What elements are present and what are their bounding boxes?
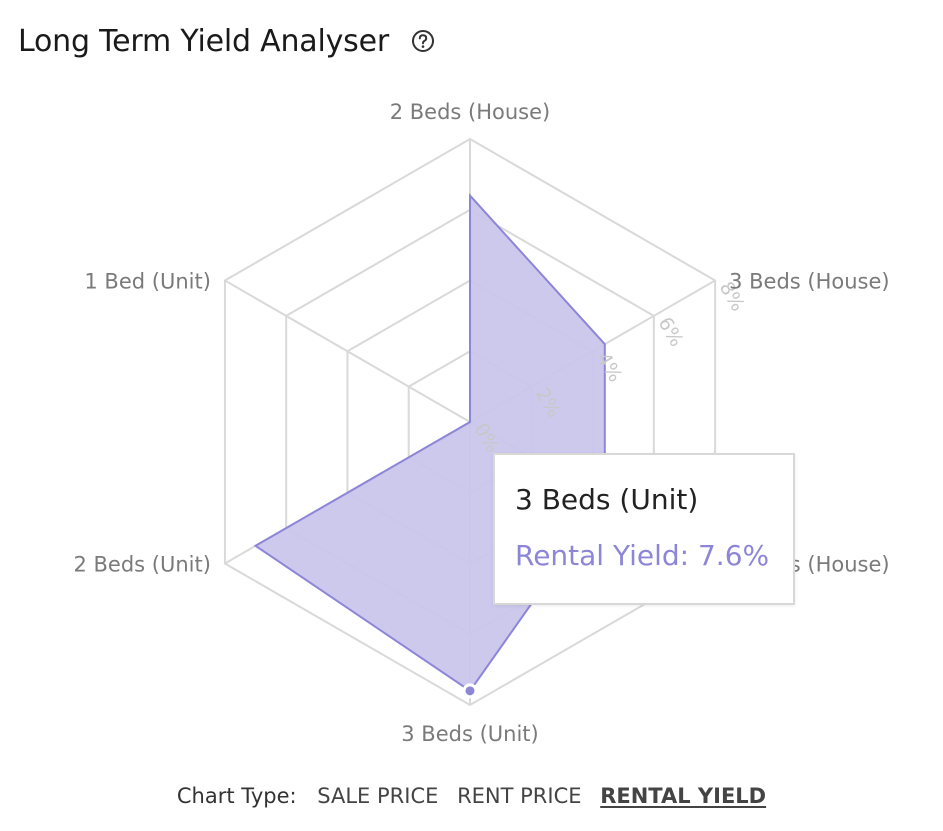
- tick-label: 6%: [653, 313, 687, 350]
- axis-spoke: [224, 279, 471, 423]
- page-title: Long Term Yield Analyser: [18, 23, 389, 59]
- chart-type-label: Chart Type:: [176, 784, 297, 808]
- radar-chart: 0%2%4%6%8% 2 Beds (House)3 Beds (House)4…: [73, 100, 890, 746]
- question-circle-icon[interactable]: [411, 29, 435, 53]
- axis-label: 3 Beds (House): [729, 270, 890, 294]
- chart-type-rental-yield[interactable]: RENTAL YIELD: [600, 784, 767, 808]
- chart-type-rent-price[interactable]: RENT PRICE: [457, 784, 582, 808]
- tooltip-title: 3 Beds (Unit): [515, 483, 699, 516]
- header: Long Term Yield Analyser: [18, 20, 435, 62]
- tooltip-value: Rental Yield: 7.6%: [515, 539, 770, 572]
- axis-label: 1 Bed (Unit): [84, 270, 211, 294]
- chart-tooltip: 3 Beds (Unit) Rental Yield: 7.6%: [493, 453, 795, 605]
- chart-type-sale-price[interactable]: SALE PRICE: [317, 784, 439, 808]
- axis-label: 2 Beds (House): [390, 100, 551, 124]
- highlighted-point[interactable]: [462, 683, 478, 699]
- axis-label: 3 Beds (Unit): [401, 722, 538, 746]
- chart-type-selector: Chart Type: SALE PRICE RENT PRICE RENTAL…: [0, 784, 943, 808]
- series-area: [253, 193, 606, 693]
- axis-label: 2 Beds (Unit): [73, 553, 210, 577]
